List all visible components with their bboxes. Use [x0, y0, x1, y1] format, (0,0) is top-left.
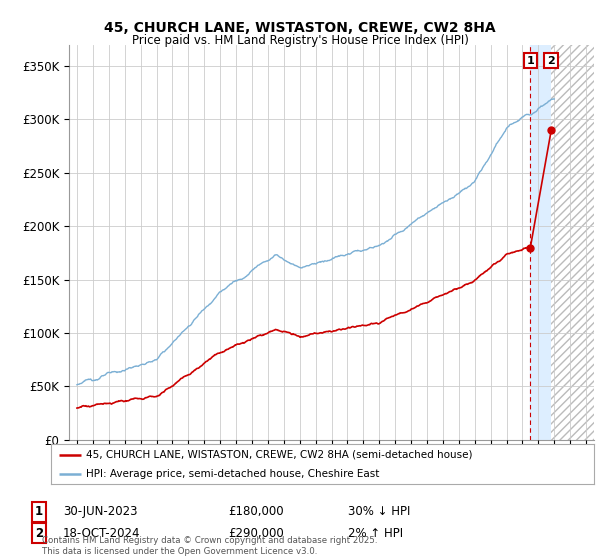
- Text: 2: 2: [35, 526, 43, 540]
- Text: £180,000: £180,000: [228, 505, 284, 519]
- Text: Contains HM Land Registry data © Crown copyright and database right 2025.
This d: Contains HM Land Registry data © Crown c…: [42, 536, 377, 556]
- Text: 45, CHURCH LANE, WISTASTON, CREWE, CW2 8HA (semi-detached house): 45, CHURCH LANE, WISTASTON, CREWE, CW2 8…: [86, 450, 473, 460]
- Bar: [551, 45, 594, 440]
- Text: 2% ↑ HPI: 2% ↑ HPI: [348, 526, 403, 540]
- Text: 30% ↓ HPI: 30% ↓ HPI: [348, 505, 410, 519]
- Text: Price paid vs. HM Land Registry's House Price Index (HPI): Price paid vs. HM Land Registry's House …: [131, 34, 469, 46]
- Bar: [530, 45, 551, 440]
- Text: 30-JUN-2023: 30-JUN-2023: [63, 505, 137, 519]
- Text: 18-OCT-2024: 18-OCT-2024: [63, 526, 140, 540]
- Text: 2: 2: [547, 55, 555, 66]
- Text: 1: 1: [35, 505, 43, 519]
- Text: £290,000: £290,000: [228, 526, 284, 540]
- Text: HPI: Average price, semi-detached house, Cheshire East: HPI: Average price, semi-detached house,…: [86, 469, 380, 479]
- Text: 45, CHURCH LANE, WISTASTON, CREWE, CW2 8HA: 45, CHURCH LANE, WISTASTON, CREWE, CW2 8…: [104, 21, 496, 35]
- Text: 1: 1: [526, 55, 534, 66]
